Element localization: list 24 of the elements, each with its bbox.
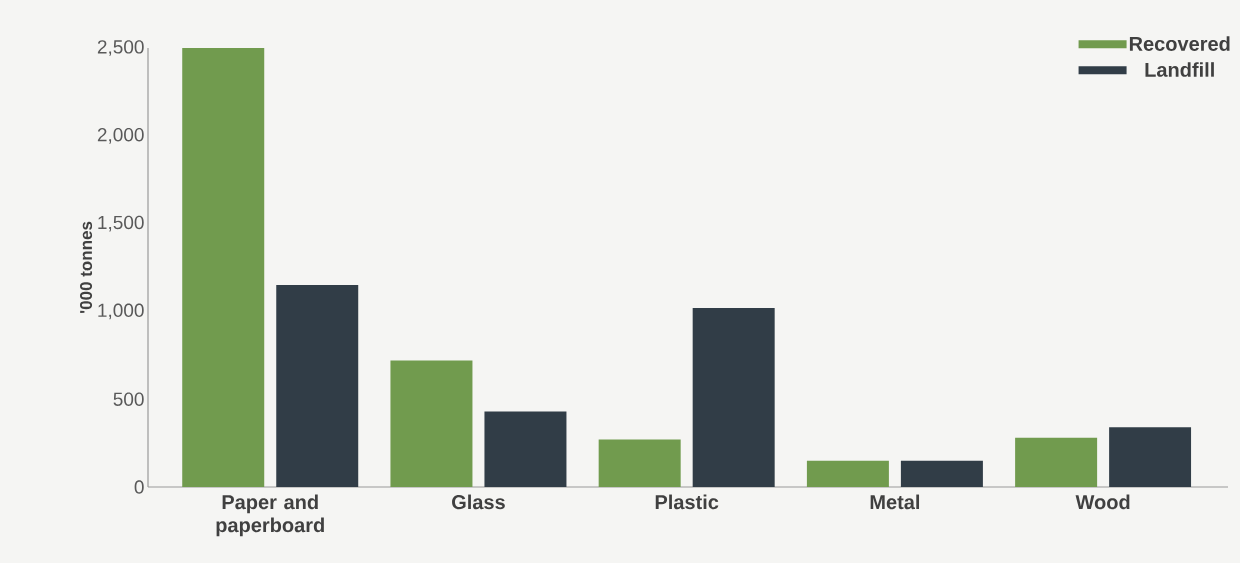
bar: [806, 460, 889, 487]
legend-label: Recovered: [1129, 36, 1230, 51]
y-tick-label: 2,500: [97, 40, 144, 56]
y-tick-label: 2,000: [97, 127, 144, 144]
bar: [692, 307, 775, 487]
x-tick-label: Glass: [452, 494, 505, 510]
bar: [900, 460, 983, 487]
x-tick-label: Plastic: [655, 494, 719, 510]
bar: [1015, 437, 1098, 487]
legend-label: Landfill: [1145, 62, 1214, 77]
x-tick-label: Paper and paperboard: [216, 494, 324, 537]
bar: [1109, 427, 1192, 487]
bar: [182, 48, 265, 487]
bar: [276, 285, 359, 487]
bar: [484, 411, 567, 487]
y-tick-label: 1,500: [98, 215, 144, 232]
bar: [390, 360, 473, 487]
y-tick-label: 1,000: [98, 303, 144, 320]
x-tick-label: Wood: [1075, 494, 1130, 510]
bar: [598, 439, 681, 487]
x-tick-label: Metal: [870, 494, 920, 510]
y-tick-label: 500: [113, 392, 144, 406]
y-tick-label: 0: [134, 480, 144, 494]
y-axis-title: '000 tonnes: [80, 221, 93, 314]
